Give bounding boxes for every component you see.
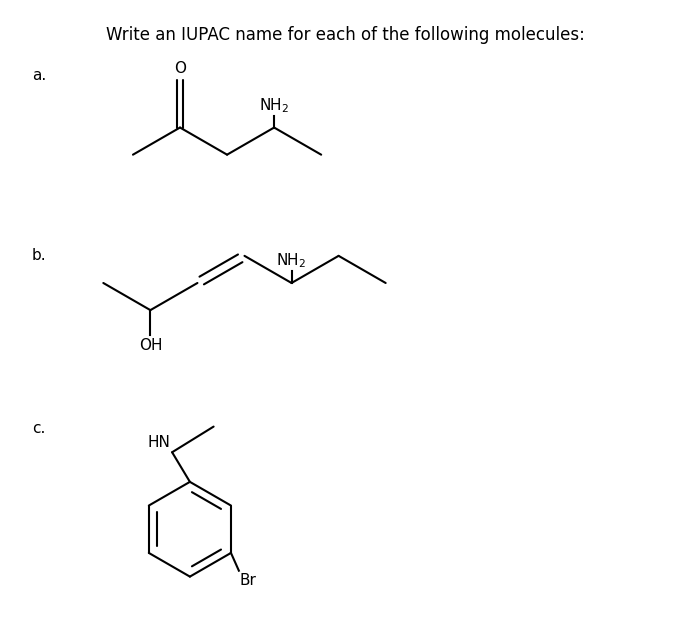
Text: a.: a. [32,68,46,83]
Text: Write an IUPAC name for each of the following molecules:: Write an IUPAC name for each of the foll… [106,26,584,44]
Text: b.: b. [32,248,46,263]
Text: c.: c. [32,420,46,436]
Text: OH: OH [139,338,162,353]
Text: NH$_2$: NH$_2$ [259,96,289,115]
Text: NH$_2$: NH$_2$ [277,252,306,270]
Text: Br: Br [240,573,257,588]
Text: O: O [174,61,186,76]
Text: HN: HN [147,435,170,451]
